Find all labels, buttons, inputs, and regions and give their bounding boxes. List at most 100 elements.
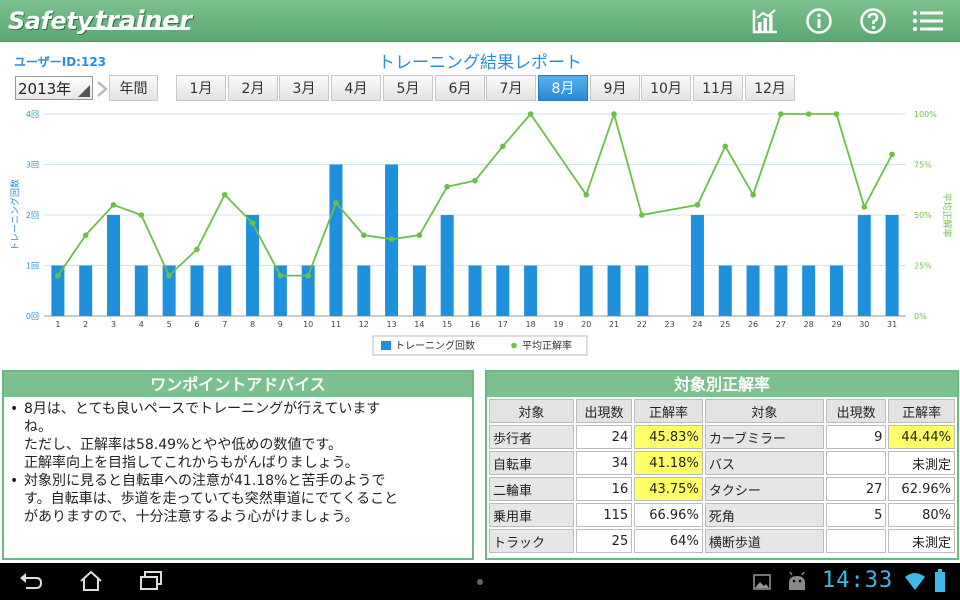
accuracy-point-day-9 — [277, 272, 284, 279]
bar-day-15 — [440, 215, 454, 316]
accuracy-point-day-2 — [82, 232, 89, 238]
x-tick-label: 16 — [470, 320, 480, 329]
tab-month-1[interactable]: 1月 — [176, 75, 226, 101]
x-tick-label: 26 — [748, 320, 758, 329]
x-tick-label: 5 — [167, 320, 172, 329]
bar-day-10 — [301, 265, 315, 316]
rate-cell: 43.75% — [634, 477, 703, 501]
count-cell: 5 — [825, 503, 887, 527]
help-icon[interactable] — [857, 5, 889, 37]
y-right-tick-label: 75% — [914, 161, 932, 170]
x-tick-label: 23 — [665, 320, 675, 329]
y-right-tick-label: 0% — [914, 312, 927, 321]
year-dropdown[interactable]: 2013年 — [15, 76, 93, 100]
legend-label-training: トレーニング回数 — [395, 339, 475, 352]
bar-day-21 — [607, 265, 621, 316]
table-row: 歩行者 24 45.83% カーブミラー 9 44.44% — [489, 425, 955, 449]
rate-cell: 41.18% — [634, 451, 703, 475]
tab-month-6[interactable]: 6月 — [435, 75, 485, 101]
accuracy-point-day-22 — [639, 212, 645, 218]
x-tick-label: 6 — [194, 320, 199, 329]
x-tick-label: 25 — [720, 320, 730, 329]
y-left-tick-label: 3回 — [26, 161, 39, 170]
accuracy-line — [57, 110, 893, 278]
x-tick-label: 2 — [83, 320, 88, 329]
tab-month-2[interactable]: 2月 — [228, 75, 278, 101]
system-nav-bar: 14:33 — [0, 563, 960, 600]
accuracy-point-day-5 — [166, 272, 172, 279]
bullet-icon: • — [10, 473, 19, 489]
y-right-tick-label: 100% — [914, 110, 937, 119]
tab-month-9[interactable]: 9月 — [590, 75, 640, 101]
x-tick-label: 4 — [139, 320, 144, 329]
recent-apps-icon[interactable] — [138, 570, 164, 592]
accuracy-point-day-24 — [694, 202, 701, 208]
col-count-b: 出現数 — [825, 399, 887, 423]
table-row: 自転車 34 41.18% バス 未測定 — [489, 451, 955, 475]
info-icon[interactable] — [803, 5, 835, 37]
training-chart: 0回 1回 2回 3回 4回 0% 25% 50% 75% 100% トレーニング回数 平均正解率 1 2… — [0, 104, 960, 362]
bar-day-9 — [273, 265, 287, 316]
page-title: トレーニング結果レポート — [378, 53, 582, 73]
bar-day-6 — [190, 265, 204, 316]
x-tick-label: 22 — [637, 320, 647, 329]
x-tick-label: 13 — [386, 320, 396, 329]
bar-day-2 — [79, 265, 93, 316]
table-row: 乗用車 115 66.96% 死角 5 80% — [489, 503, 955, 527]
x-tick-label: 27 — [776, 320, 786, 329]
tab-month-8[interactable]: 8月 — [538, 75, 588, 101]
col-target-a: 対象 — [489, 399, 574, 423]
bar-day-29 — [829, 265, 843, 316]
accuracy-point-day-7 — [221, 192, 228, 198]
year-dropdown-value: 2013年 — [18, 80, 72, 98]
advice-text: 対象別に見ると自転車への注意が41.18%と苦手のようで す。自転車は、歩道を走… — [24, 473, 399, 525]
accuracy-table: 対象 出現数 正解率 対象 出現数 正解率 歩行者 24 45.83% カーブミラー 9… — [487, 397, 957, 555]
legend-bar-swatch — [381, 341, 391, 350]
accuracy-point-day-21 — [611, 111, 617, 117]
count-cell: 25 — [575, 529, 633, 553]
y-left-tick-label: 2回 — [26, 211, 39, 220]
back-icon[interactable] — [18, 570, 44, 592]
accuracy-point-day-17 — [500, 143, 506, 150]
x-tick-label: 17 — [498, 320, 508, 329]
tab-month-3[interactable]: 3月 — [279, 75, 329, 101]
rate-cell: 80% — [888, 503, 955, 527]
x-tick-label: 29 — [831, 320, 841, 329]
y-left-tick-label: 1回 — [26, 262, 39, 271]
accuracy-point-day-6 — [194, 246, 200, 253]
tab-month-10[interactable]: 10月 — [641, 75, 691, 101]
target-name: 乗用車 — [489, 503, 574, 527]
rate-cell: 未測定 — [888, 529, 955, 553]
x-tick-label: 28 — [804, 320, 814, 329]
advice-body: • 8月は、とても良いペースでトレーニングが行えています ね。 ただし、正解率は5… — [4, 397, 472, 526]
tab-month-12[interactable]: 12月 — [745, 75, 795, 101]
count-cell — [825, 529, 887, 553]
home-icon[interactable] — [78, 570, 104, 592]
tab-month-5[interactable]: 5月 — [383, 75, 433, 101]
col-count-a: 出現数 — [575, 399, 633, 423]
bar-day-16 — [468, 265, 482, 316]
x-tick-label: 12 — [359, 320, 369, 329]
count-cell: 34 — [575, 451, 633, 475]
menu-icon[interactable] — [912, 5, 944, 37]
bar-chart-icon[interactable] — [749, 5, 781, 37]
tab-month-4[interactable]: 4月 — [331, 75, 381, 101]
tab-month-11[interactable]: 11月 — [693, 75, 743, 101]
target-name: 横断歩道 — [704, 529, 824, 553]
target-name: トラック — [489, 529, 574, 553]
x-tick-label: 30 — [859, 320, 869, 329]
count-cell — [825, 451, 887, 475]
count-cell: 9 — [825, 425, 887, 449]
bar-day-11 — [329, 164, 343, 316]
accuracy-point-day-30 — [861, 204, 868, 210]
android-icon — [789, 572, 805, 590]
accuracy-point-day-25 — [722, 143, 729, 150]
tab-month-7[interactable]: 7月 — [486, 75, 536, 101]
x-tick-label: 10 — [303, 320, 313, 329]
gallery-icon — [753, 574, 771, 590]
accuracy-point-day-1 — [55, 272, 61, 279]
bar-day-28 — [802, 265, 816, 316]
logo-underline — [85, 27, 191, 30]
tab-year[interactable]: 年間 — [109, 75, 158, 101]
y-right-axis-label: 平均正解率 — [941, 192, 953, 237]
